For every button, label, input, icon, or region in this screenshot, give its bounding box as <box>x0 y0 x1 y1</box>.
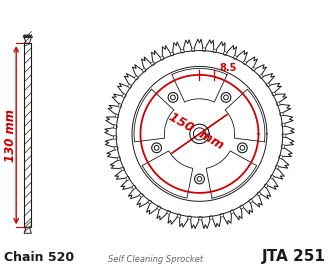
Polygon shape <box>105 39 294 229</box>
Circle shape <box>167 211 171 214</box>
Circle shape <box>230 210 234 213</box>
Circle shape <box>177 214 181 217</box>
Circle shape <box>264 184 268 187</box>
Circle shape <box>122 94 126 97</box>
Circle shape <box>160 57 164 60</box>
Text: Chain 520: Chain 520 <box>4 251 74 264</box>
Circle shape <box>272 92 276 96</box>
Circle shape <box>266 83 270 87</box>
Circle shape <box>157 206 161 209</box>
Text: 130 mm: 130 mm <box>4 109 17 162</box>
Circle shape <box>282 134 285 137</box>
Circle shape <box>202 48 206 52</box>
Circle shape <box>142 68 146 72</box>
Circle shape <box>191 48 195 52</box>
Circle shape <box>213 49 216 53</box>
Circle shape <box>233 56 237 59</box>
Text: Self Cleaning Sprocket: Self Cleaning Sprocket <box>108 255 203 264</box>
Circle shape <box>281 123 285 127</box>
Circle shape <box>188 216 191 219</box>
Circle shape <box>140 193 143 197</box>
Circle shape <box>116 51 283 217</box>
Polygon shape <box>225 89 265 142</box>
Circle shape <box>238 143 247 153</box>
Circle shape <box>126 177 130 180</box>
Circle shape <box>132 185 136 189</box>
Circle shape <box>154 145 159 150</box>
Polygon shape <box>142 151 193 198</box>
Circle shape <box>199 216 202 220</box>
Circle shape <box>243 61 247 65</box>
Circle shape <box>118 104 122 107</box>
Circle shape <box>151 62 154 66</box>
Circle shape <box>152 143 161 153</box>
Circle shape <box>249 199 252 203</box>
Circle shape <box>135 76 138 80</box>
Circle shape <box>115 147 118 150</box>
Bar <box>24 43 31 227</box>
Circle shape <box>257 192 261 196</box>
Circle shape <box>170 52 174 56</box>
Circle shape <box>181 49 184 53</box>
Circle shape <box>114 125 117 129</box>
Circle shape <box>195 174 204 184</box>
Circle shape <box>240 205 244 209</box>
Circle shape <box>171 95 175 100</box>
Circle shape <box>251 67 255 71</box>
Circle shape <box>275 165 279 169</box>
Polygon shape <box>24 227 31 233</box>
Polygon shape <box>172 68 227 102</box>
Text: 8.5: 8.5 <box>219 63 236 73</box>
Polygon shape <box>206 151 257 198</box>
Circle shape <box>280 112 283 116</box>
Circle shape <box>117 157 121 161</box>
Circle shape <box>281 145 285 148</box>
Circle shape <box>197 177 202 181</box>
Circle shape <box>224 95 228 100</box>
Circle shape <box>114 136 117 139</box>
Text: 150  mm: 150 mm <box>167 110 226 152</box>
Circle shape <box>121 167 125 171</box>
Circle shape <box>128 85 132 88</box>
Circle shape <box>168 92 178 102</box>
Polygon shape <box>134 89 174 142</box>
Circle shape <box>277 102 280 106</box>
Circle shape <box>259 75 263 78</box>
Circle shape <box>270 175 274 179</box>
Circle shape <box>220 213 224 217</box>
Circle shape <box>115 114 119 118</box>
Polygon shape <box>24 37 31 43</box>
Text: JTA 251: JTA 251 <box>262 249 326 264</box>
Circle shape <box>210 216 213 219</box>
Circle shape <box>221 92 231 102</box>
Circle shape <box>148 200 151 204</box>
Circle shape <box>223 52 227 55</box>
Circle shape <box>279 155 282 159</box>
Circle shape <box>240 145 245 150</box>
